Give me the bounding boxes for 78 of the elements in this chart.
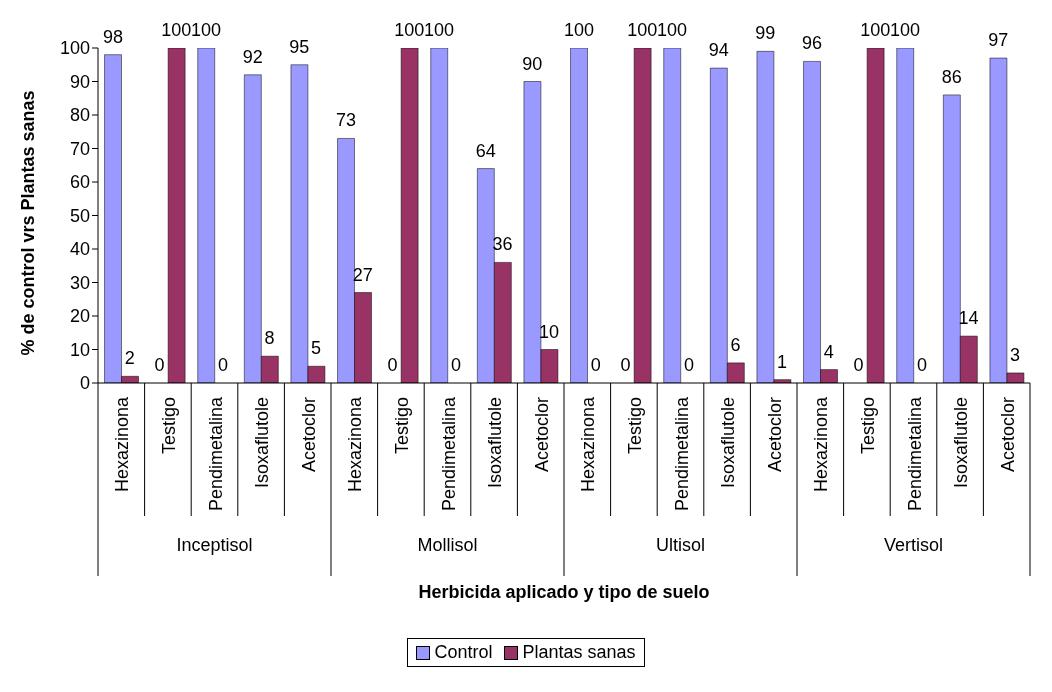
- x-tick-label: Pendimetalina: [438, 396, 459, 512]
- x-tick-label: Hexazinona: [345, 396, 366, 493]
- text: Ultisol: [655, 535, 706, 555]
- x-tick-label: Testigo: [158, 397, 179, 455]
- data-label: 97: [988, 30, 1009, 51]
- data-label: 73: [335, 110, 356, 131]
- data-label: 100: [563, 20, 594, 40]
- data-label: 95: [289, 36, 310, 57]
- x-tick-label: Isoxaflutole: [252, 397, 273, 489]
- data-label: 3: [1010, 344, 1021, 365]
- y-tick-label: 20: [69, 306, 90, 327]
- text: Vertisol: [883, 535, 944, 555]
- y-tick-label: 70: [69, 138, 90, 159]
- data-label: 0: [154, 355, 165, 375]
- x-tick-label: Isoxaflutole: [718, 397, 739, 489]
- y-tick-label: 60: [69, 172, 90, 193]
- data-label: 6: [730, 334, 741, 355]
- data-label: 100: [161, 20, 192, 40]
- x-tick-label: Testigo: [391, 397, 412, 455]
- x-tick-label: Isoxaflutole: [951, 397, 972, 489]
- x-tick-label: Hexazinona: [811, 396, 832, 493]
- data-label: 98: [102, 26, 123, 47]
- data-label: 1: [777, 351, 788, 372]
- data-label: 90: [522, 53, 543, 74]
- data-label: 10: [539, 321, 560, 342]
- text: Mollisol: [417, 535, 478, 555]
- x-tick-label: Pendimetalina: [205, 396, 226, 512]
- data-label: 100: [860, 20, 891, 40]
- data-label: 2: [124, 348, 135, 369]
- data-label: 100: [657, 20, 688, 40]
- data-label: 0: [217, 355, 228, 375]
- legend-label: Plantas sanas: [521, 642, 636, 663]
- legend-label: Control: [433, 642, 493, 663]
- data-label: 14: [958, 308, 979, 329]
- x-tick-label: Testigo: [857, 397, 878, 455]
- x-tick-label: Acetoclor: [764, 397, 785, 473]
- data-label: 94: [708, 40, 729, 61]
- data-label: 0: [683, 355, 694, 375]
- data-label: 0: [853, 355, 864, 375]
- data-label: 96: [801, 33, 822, 54]
- x-tick-label: Testigo: [624, 397, 645, 455]
- data-label: 0: [590, 355, 601, 375]
- y-tick-label: 100: [59, 38, 90, 59]
- data-label: 100: [890, 20, 921, 40]
- data-label: 36: [492, 234, 513, 255]
- x-tick-label: Acetoclor: [997, 397, 1018, 473]
- data-label: 4: [823, 341, 834, 362]
- data-label: 100: [424, 20, 455, 40]
- data-label: 0: [450, 355, 461, 375]
- y-tick-label: 90: [69, 71, 90, 92]
- x-tick-label: Acetoclor: [298, 397, 319, 473]
- data-label: 64: [475, 140, 496, 161]
- text: Inceptisol: [176, 535, 253, 555]
- data-label: 100: [627, 20, 658, 40]
- y-tick-label: 10: [69, 339, 90, 360]
- y-tick-label: 40: [69, 239, 90, 260]
- data-label: 99: [755, 23, 776, 44]
- data-label: 100: [191, 20, 222, 40]
- x-tick-label: Acetoclor: [531, 397, 552, 473]
- x-tick-label: Pendimetalina: [671, 396, 692, 512]
- x-tick-label: Hexazinona: [112, 396, 133, 493]
- data-label: 100: [394, 20, 425, 40]
- y-tick-label: 30: [69, 272, 90, 293]
- data-label: 5: [311, 338, 322, 359]
- x-tick-label: Pendimetalina: [904, 396, 925, 512]
- y-tick-label: 0: [79, 373, 90, 394]
- data-label: 0: [916, 355, 927, 375]
- x-tick-label: Isoxaflutole: [485, 397, 506, 489]
- data-label: 0: [620, 355, 631, 375]
- data-label: 0: [387, 355, 398, 375]
- data-label: 92: [242, 46, 263, 67]
- x-tick-label: Hexazinona: [578, 396, 599, 493]
- data-label: 86: [941, 66, 962, 87]
- y-tick-label: 50: [69, 205, 90, 226]
- data-label: 8: [264, 328, 275, 349]
- x-axis-title: Herbicida aplicado y tipo de suelo: [418, 582, 710, 602]
- y-tick-label: 80: [69, 105, 90, 126]
- y-axis-title: % de control vrs Plantas sanas: [18, 90, 39, 356]
